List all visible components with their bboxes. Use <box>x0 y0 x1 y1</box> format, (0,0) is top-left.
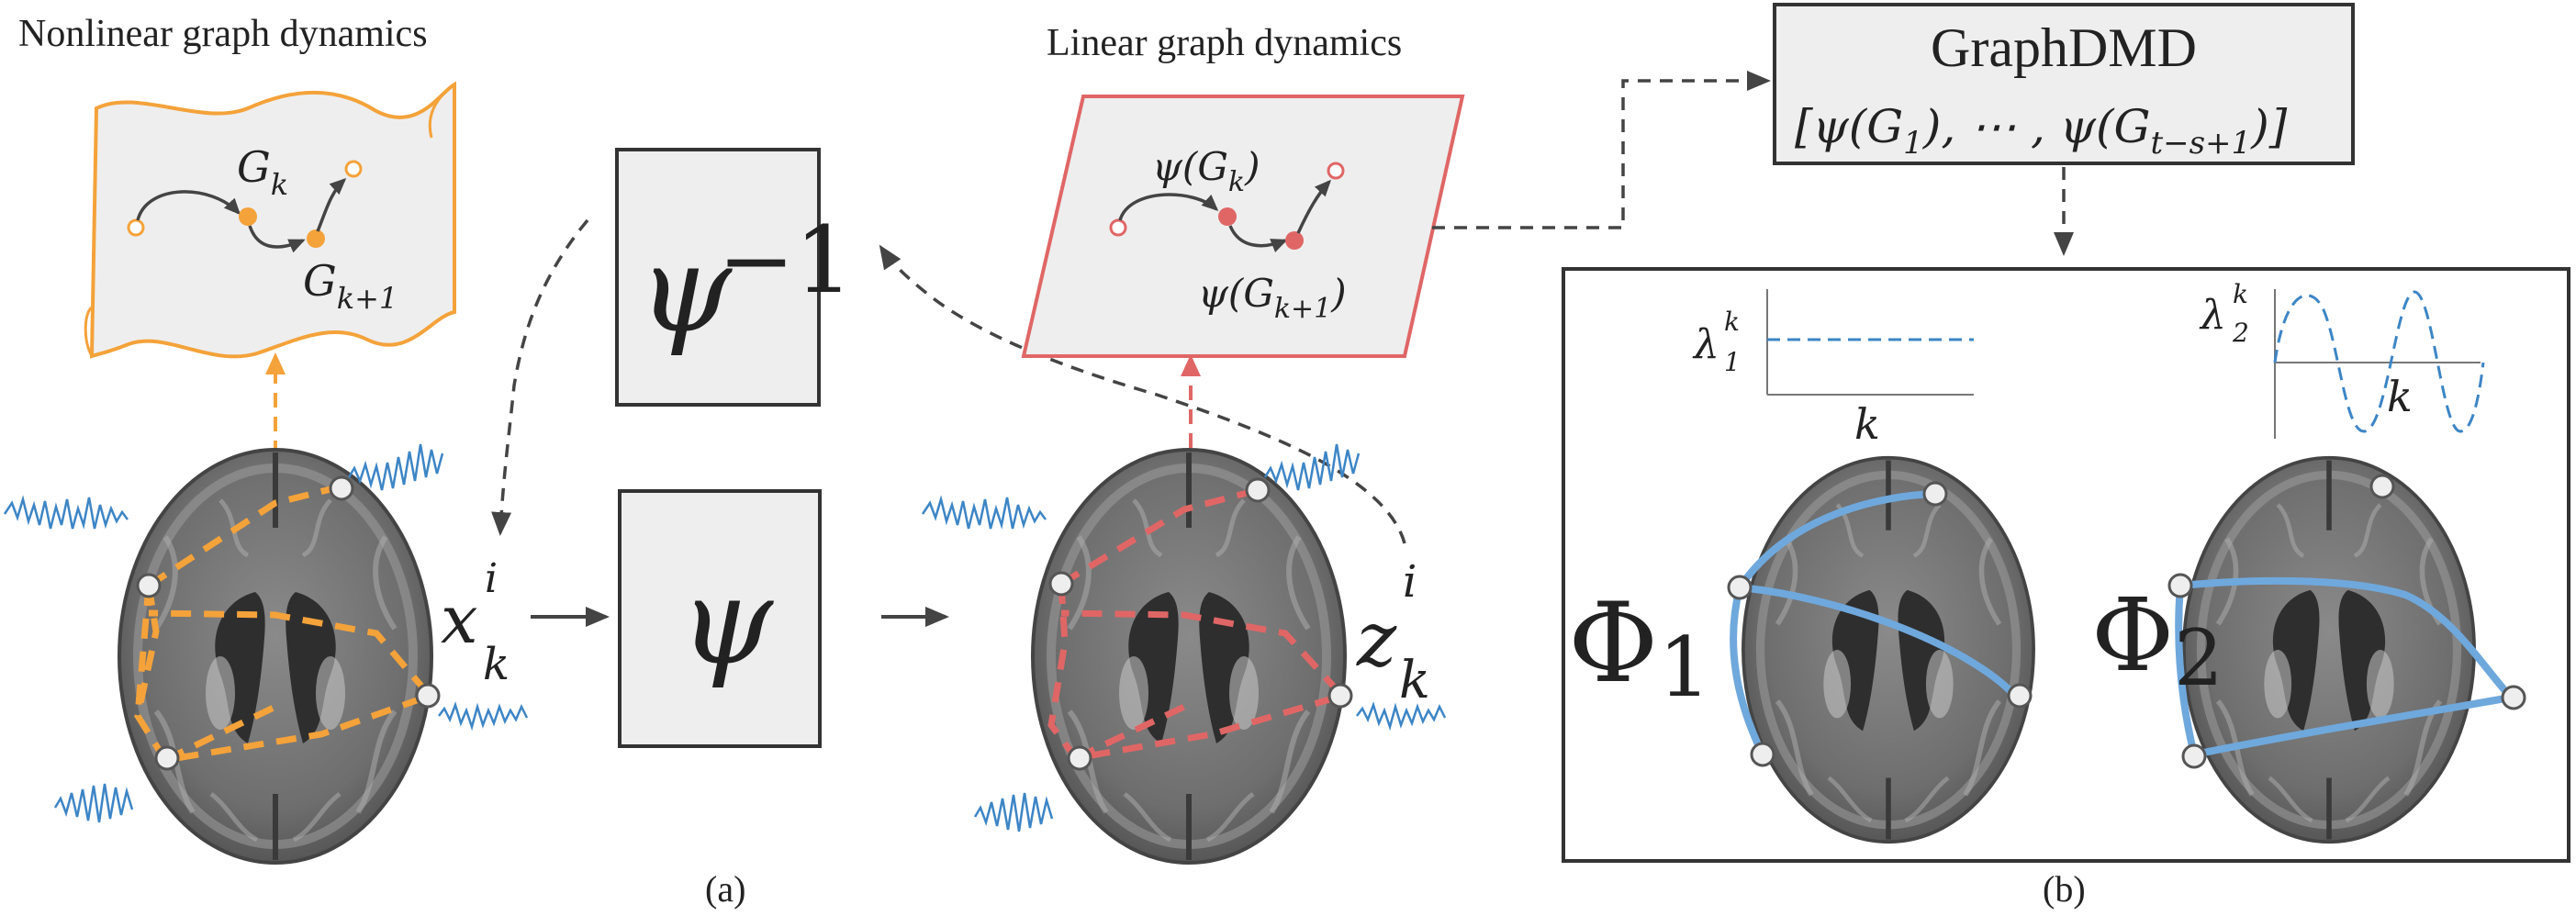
nonlinear-gk1-sub: k+1 <box>337 281 398 316</box>
mode1-roi-left <box>1727 575 1753 600</box>
eig1-sup: k <box>1724 307 1740 337</box>
axis-k-2: k <box>2387 372 2413 421</box>
linear-dynamics-title: Linear graph dynamics <box>1047 22 1402 64</box>
mid-roi-bottom <box>1067 745 1092 771</box>
mode2-label: Φ <box>2091 576 2174 694</box>
eigenvalue-2-curve <box>2273 290 2485 433</box>
graphdmd-formula-2: ), ⋯ , ψ(G <box>1922 100 2151 153</box>
eig1-label: λ <box>1692 321 1719 368</box>
forward-map-symbol: ψ <box>679 552 774 691</box>
svg-text:Gk+1: Gk+1 <box>303 256 398 316</box>
mode2-sub: 2 <box>2174 613 2223 703</box>
svg-text:x: x <box>441 581 478 658</box>
linear-end-node <box>1327 162 1345 180</box>
svg-text:Φ2: Φ2 <box>2091 576 2223 703</box>
input-var: x <box>441 581 478 658</box>
svg-text:Φ1: Φ1 <box>1568 580 1711 716</box>
mode1-label: Φ <box>1568 580 1658 708</box>
graphdmd-formula-1: [ψ(G <box>1795 100 1903 153</box>
inverse-map-sup: −1 <box>718 207 853 314</box>
eig2-label: λ <box>2199 292 2226 339</box>
left-roi-right <box>415 683 441 709</box>
nonlinear-gk-sub: k <box>271 167 288 202</box>
signal-left-4 <box>438 701 529 732</box>
brain-middle <box>1033 450 1345 863</box>
linear-gk-close: ) <box>1244 144 1260 189</box>
nonlinear-gk-label: G <box>237 142 271 192</box>
brain-left <box>119 450 431 863</box>
linear-gk1-label: ψ(G <box>1198 271 1274 316</box>
linear-gk-sub: k <box>1228 166 1245 198</box>
mode1-sub: 1 <box>1658 620 1710 716</box>
input-sub: k <box>483 639 510 690</box>
mid-roi-top <box>1245 477 1271 503</box>
nonlinear-gk1-label: G <box>303 256 337 306</box>
mode2-roi-top <box>2369 474 2395 499</box>
mode1-roi-right <box>2007 683 2033 709</box>
caption-a: (a) <box>705 868 745 910</box>
left-roi-bottom <box>154 745 180 771</box>
svg-text:[ψ(G1), ⋯ , ψ(Gt−s+1)]: [ψ(G1), ⋯ , ψ(Gt−s+1)] <box>1795 100 2288 162</box>
mid-roi-right <box>1327 683 1353 709</box>
signal-mid-3 <box>973 792 1054 832</box>
eig2-sup: k <box>2233 279 2248 309</box>
svg-text:ψ(Gk+1): ψ(Gk+1) <box>1198 271 1347 325</box>
linear-graph-edges <box>1047 486 1349 762</box>
axis-k-1: k <box>1854 399 1880 449</box>
output-sub: k <box>1399 651 1430 710</box>
signal-mid-2 <box>1263 443 1361 491</box>
linear-node-k1 <box>1285 231 1304 250</box>
linear-gk1-sub: k+1 <box>1274 293 1331 325</box>
linear-start-node <box>1109 218 1127 237</box>
nonlinear-node-k <box>239 207 257 226</box>
output-var: z <box>1356 597 1397 684</box>
nonlinear-start-node <box>127 218 145 237</box>
linear-gk1-close: ) <box>1330 271 1346 316</box>
svg-text:ψ(Gk): ψ(Gk) <box>1152 144 1260 198</box>
nonlinear-node-k1 <box>307 229 325 248</box>
nonlinear-graph-edges <box>134 483 435 764</box>
eig2-sub: 2 <box>2232 318 2249 348</box>
left-roi-top <box>329 475 354 501</box>
output-sup: i <box>1403 556 1417 608</box>
graphdmd-sub-2: t−s+1 <box>2150 125 2251 162</box>
nonlinear-end-node <box>344 160 363 178</box>
brain-mode-1 <box>1743 458 2033 843</box>
mode2-roi-right <box>2501 685 2526 710</box>
nonlinear-dynamics-title: Nonlinear graph dynamics <box>18 13 428 55</box>
mode1-roi-bottom <box>1750 742 1775 767</box>
graphdmd-box <box>1773 3 2355 165</box>
inverse-map-symbol: ψ <box>638 219 733 359</box>
forward-map-box <box>618 489 822 748</box>
signal-left-2 <box>347 443 444 491</box>
mid-roi-left <box>1048 571 1074 597</box>
graphdmd-sub-1: 1 <box>1903 125 1923 162</box>
signal-left-1 <box>3 495 129 530</box>
input-sup: i <box>485 555 498 602</box>
linear-plane <box>1021 95 1465 358</box>
nonlinear-manifold <box>89 81 456 359</box>
signal-mid-4 <box>1356 701 1447 732</box>
linear-gk-label: ψ(G <box>1152 144 1228 189</box>
signal-left-3 <box>53 783 134 823</box>
mode-1-edges <box>1730 490 2018 756</box>
graphdmd-formula-3: )] <box>2250 100 2288 153</box>
svg-text:ψ: ψ <box>638 219 733 359</box>
mode-2-edges <box>2175 576 2514 759</box>
svg-text:Gk: Gk <box>237 142 288 202</box>
brain-mode-2 <box>2184 458 2474 843</box>
inverse-map-box <box>615 148 821 407</box>
mode2-roi-left <box>2167 573 2193 598</box>
graphdmd-title: GraphDMD <box>1931 17 2197 78</box>
caption-b: (b) <box>2043 868 2086 910</box>
svg-text:λ: λ <box>1692 321 1719 368</box>
mode1-roi-top <box>1922 481 1948 507</box>
signal-mid-1 <box>921 495 1047 530</box>
eig1-sub: 1 <box>1724 347 1741 377</box>
left-roi-left <box>136 573 162 598</box>
mode2-roi-bottom <box>2181 743 2207 769</box>
linear-node-k <box>1218 207 1237 226</box>
svg-text:λ: λ <box>2199 292 2226 339</box>
